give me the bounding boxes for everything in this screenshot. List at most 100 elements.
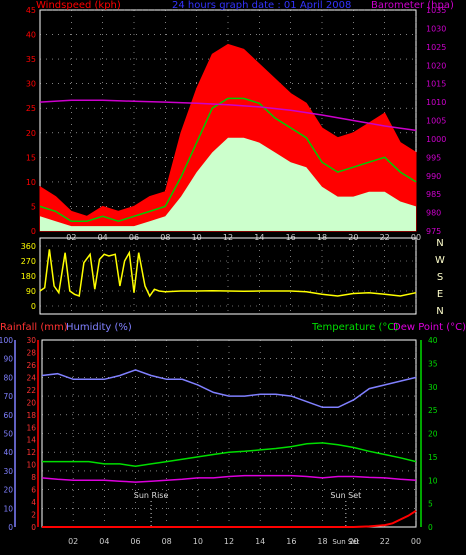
humidity-y-tick-label: 80 bbox=[3, 373, 13, 382]
temp-y-tick-label: 5 bbox=[428, 500, 433, 509]
humidity-y-tick-label: 30 bbox=[3, 467, 13, 476]
rain-y-tick-label: 12 bbox=[26, 448, 36, 457]
wind-chart-title: 24 hours graph date : 01 April 2008 bbox=[172, 0, 351, 11]
temp-x-tick-label: 20 bbox=[349, 537, 359, 546]
wind-low-series bbox=[40, 137, 416, 231]
temp-x-tick-label: 08 bbox=[162, 537, 172, 546]
direction-y-tick-label: 270 bbox=[21, 257, 36, 266]
humidity-y-tick-label: 40 bbox=[3, 448, 13, 457]
baro-y-tick-label: 1000 bbox=[426, 135, 446, 144]
wind-y-tick-label: 35 bbox=[26, 55, 36, 64]
wind-y-tick-label: 25 bbox=[26, 104, 36, 113]
compass-label: W bbox=[435, 255, 445, 266]
sunset-axis-label: Sun Set bbox=[332, 538, 359, 546]
temp-y-tick-label: 0 bbox=[428, 523, 433, 532]
temp-x-tick-label: 12 bbox=[224, 537, 234, 546]
humidity-y-tick-label: 0 bbox=[8, 523, 13, 532]
direction-y-tick-label: 360 bbox=[21, 242, 36, 251]
baro-y-tick-label: 995 bbox=[426, 153, 441, 162]
wind-y-tick-label: 0 bbox=[31, 227, 36, 236]
baro-y-tick-label: 990 bbox=[426, 172, 441, 181]
rain-y-tick-label: 8 bbox=[31, 473, 36, 482]
temp-y-tick-label: 35 bbox=[428, 359, 438, 368]
wind-panel: Windspeed (kph) 24 hours graph date : 01… bbox=[26, 0, 454, 242]
temp-x-tick-label: 16 bbox=[286, 537, 296, 546]
temp-y-tick-label: 15 bbox=[428, 453, 438, 462]
baro-y-tick-label: 985 bbox=[426, 190, 441, 199]
baro-y-tick-label: 980 bbox=[426, 209, 441, 218]
direction-y-tick-label: 180 bbox=[21, 272, 36, 281]
rain-y-tick-label: 22 bbox=[26, 386, 36, 395]
compass-label: N bbox=[436, 238, 443, 249]
rain-y-tick-label: 16 bbox=[26, 423, 36, 432]
wind-y-tick-label: 15 bbox=[26, 153, 36, 162]
humidity-y-tick-label: 70 bbox=[3, 392, 13, 401]
rain-y-tick-label: 26 bbox=[26, 361, 36, 370]
rain-y-tick-label: 4 bbox=[31, 498, 36, 507]
rain-y-tick-label: 0 bbox=[31, 523, 36, 532]
rain-y-tick-label: 28 bbox=[26, 348, 36, 357]
temp-y-tick-label: 10 bbox=[428, 476, 438, 485]
temp-x-tick-label: 14 bbox=[255, 537, 265, 546]
temperature-series bbox=[42, 442, 417, 467]
temp-x-tick-label: 06 bbox=[130, 537, 140, 546]
sunrise-label: Sun Rise bbox=[134, 491, 169, 500]
rain-y-tick-label: 10 bbox=[26, 461, 36, 470]
humidity-series bbox=[41, 369, 417, 409]
dew-point-series bbox=[41, 474, 417, 483]
rain-axis-label: Rainfall (mm) bbox=[0, 322, 68, 333]
baro-y-tick-label: 1025 bbox=[426, 43, 446, 52]
humidity-axis-label: Humidity (%) bbox=[66, 322, 132, 333]
temp-x-tick-label: 10 bbox=[193, 537, 203, 546]
rain-y-tick-label: 20 bbox=[26, 398, 36, 407]
rain-y-tick-label: 18 bbox=[26, 411, 36, 420]
rain-y-tick-label: 30 bbox=[26, 336, 36, 345]
temp-x-tick-label: 18 bbox=[317, 537, 327, 546]
wind-average-series bbox=[39, 97, 417, 222]
direction-series bbox=[39, 249, 417, 298]
wind-y-tick-label: 40 bbox=[26, 31, 36, 40]
baro-y-tick-label: 1035 bbox=[426, 6, 446, 15]
wind-y-tick-label: 20 bbox=[26, 129, 36, 138]
humidity-y-tick-label: 10 bbox=[3, 504, 13, 513]
direction-y-tick-label: 90 bbox=[26, 287, 36, 296]
rainfall-series bbox=[42, 509, 417, 528]
sunset-label: Sun Set bbox=[330, 491, 361, 500]
temp-axis-label: Temperature (°C) bbox=[311, 322, 398, 333]
compass-label: S bbox=[437, 272, 443, 283]
rain-y-tick-label: 2 bbox=[31, 511, 36, 520]
barometer-series bbox=[39, 99, 417, 132]
temp-y-tick-label: 40 bbox=[428, 336, 438, 345]
compass-label: N bbox=[436, 306, 443, 317]
dew-axis-label: Dew Point (°C) bbox=[393, 322, 466, 333]
wind-left-axis-label: Windspeed (kph) bbox=[36, 0, 121, 11]
compass-label: E bbox=[437, 289, 443, 300]
rain-y-tick-label: 14 bbox=[26, 436, 36, 445]
humidity-y-tick-label: 100 bbox=[0, 336, 13, 345]
baro-y-tick-label: 1015 bbox=[426, 80, 446, 89]
baro-y-tick-label: 1005 bbox=[426, 117, 446, 126]
humidity-y-tick-label: 60 bbox=[3, 411, 13, 420]
rain-y-tick-label: 6 bbox=[31, 486, 36, 495]
temp-y-tick-label: 25 bbox=[428, 406, 438, 415]
temp-x-tick-label: 04 bbox=[99, 537, 109, 546]
temperature-panel: Rainfall (mm) Humidity (%) Temperature (… bbox=[0, 322, 466, 546]
baro-y-tick-label: 975 bbox=[426, 227, 441, 236]
humidity-y-tick-label: 50 bbox=[3, 430, 13, 439]
temp-y-tick-label: 20 bbox=[428, 430, 438, 439]
temp-y-tick-label: 30 bbox=[428, 383, 438, 392]
baro-y-tick-label: 1020 bbox=[426, 61, 446, 70]
wind-y-tick-label: 45 bbox=[26, 6, 36, 15]
baro-y-tick-label: 1030 bbox=[426, 24, 446, 33]
wind-y-tick-label: 5 bbox=[31, 202, 36, 211]
baro-y-tick-label: 1010 bbox=[426, 98, 446, 107]
direction-y-tick-label: 0 bbox=[31, 302, 36, 311]
humidity-y-tick-label: 20 bbox=[3, 486, 13, 495]
humidity-y-tick-label: 90 bbox=[3, 355, 13, 364]
temp-x-tick-label: 00 bbox=[411, 537, 421, 546]
wind-y-tick-label: 30 bbox=[26, 80, 36, 89]
temp-x-tick-label: 22 bbox=[380, 537, 390, 546]
wind-y-tick-label: 10 bbox=[26, 178, 36, 187]
baro-right-axis-label: Barometer (hpa) bbox=[371, 0, 454, 11]
